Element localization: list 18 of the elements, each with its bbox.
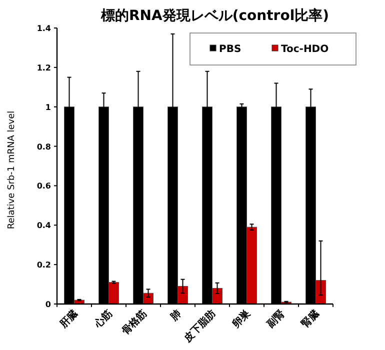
chart-title: 標的RNA発現レベル(control比率) — [100, 7, 330, 24]
y-tick-label: 0.8 — [36, 142, 52, 152]
y-tick-label: 0.2 — [36, 260, 51, 270]
y-tick-label: 0.6 — [36, 182, 52, 191]
y-tick-label: 1 — [45, 102, 52, 112]
y-tick-label: 0.4 — [36, 221, 52, 230]
x-tick-label: 骨格筋 — [120, 308, 150, 338]
y-tick-label: 1.4 — [36, 24, 52, 33]
x-tick-label: 肝臓 — [57, 308, 80, 331]
legend-label: Toc-HDO — [281, 44, 329, 55]
x-tick-label: 心筋 — [92, 308, 115, 331]
x-tick-label: 腎臓 — [299, 308, 322, 330]
y-tick-label: 1.2 — [36, 63, 51, 72]
y-axis-title: Relative Srb-1 mRNA level — [7, 110, 17, 230]
y-tick-label: 0 — [45, 300, 52, 309]
x-tick-label: 副腎 — [264, 306, 288, 330]
x-tick-label: 卵巣 — [230, 308, 253, 331]
legend-label: PBS — [219, 44, 242, 55]
